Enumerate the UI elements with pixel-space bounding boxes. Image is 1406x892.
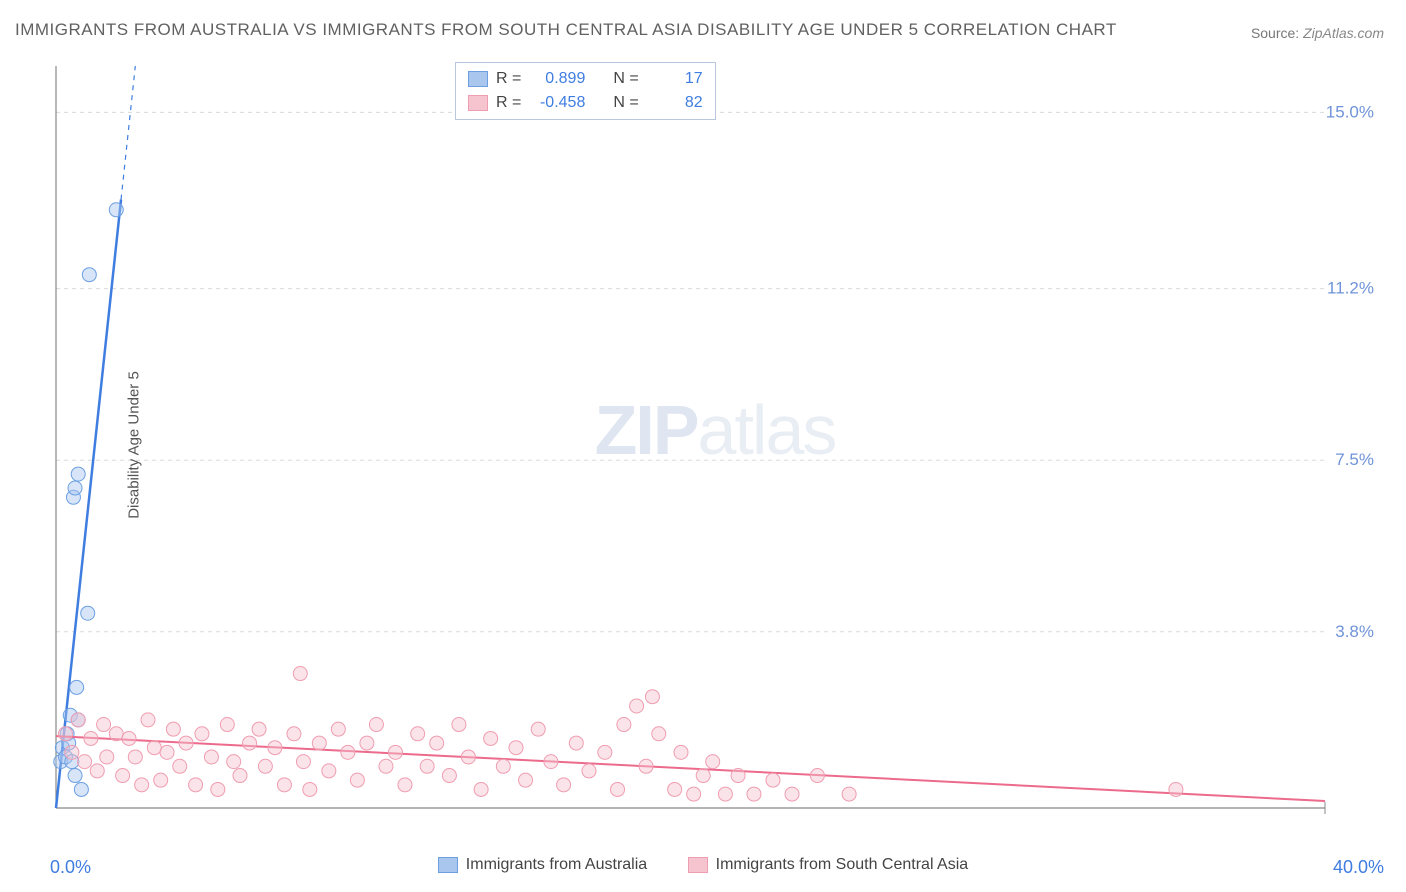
r-label: R = [496,94,521,112]
legend-item-blue: Immigrants from Australia [438,856,647,874]
n-label: N = [613,94,638,112]
legend-series: Immigrants from Australia Immigrants fro… [0,856,1406,878]
legend-stats-box: R = 0.899 N = 17 R = -0.458 N = 82 [455,62,716,120]
source-label: Source: [1251,25,1299,41]
r-value-blue: 0.899 [529,70,585,88]
source-attribution: Source: ZipAtlas.com [1251,25,1384,41]
legend-swatch-pink [688,857,708,873]
svg-text:3.8%: 3.8% [1335,622,1374,641]
n-value-pink: 82 [647,94,703,112]
chart-container: IMMIGRANTS FROM AUSTRALIA VS IMMIGRANTS … [0,0,1406,892]
svg-text:7.5%: 7.5% [1335,450,1374,469]
x-axis-max-label: 40.0% [1333,857,1384,878]
r-label: R = [496,70,521,88]
source-value: ZipAtlas.com [1303,25,1384,41]
n-value-blue: 17 [647,70,703,88]
legend-item-pink: Immigrants from South Central Asia [688,856,969,874]
svg-text:11.2%: 11.2% [1327,279,1374,298]
legend-stats-row-pink: R = -0.458 N = 82 [468,91,703,115]
svg-text:15.0%: 15.0% [1326,102,1374,121]
scatter-plot-svg: 3.8% 7.5% 11.2% 15.0% [50,60,1380,830]
chart-title: IMMIGRANTS FROM AUSTRALIA VS IMMIGRANTS … [15,20,1117,40]
legend-swatch-blue [438,857,458,873]
legend-stats-row-blue: R = 0.899 N = 17 [468,67,703,91]
r-value-pink: -0.458 [529,94,585,112]
n-label: N = [613,70,638,88]
legend-label-blue: Immigrants from Australia [466,856,647,874]
legend-swatch-blue [468,71,488,87]
legend-swatch-pink [468,95,488,111]
legend-label-pink: Immigrants from South Central Asia [716,856,969,874]
y-axis-label: Disability Age Under 5 [125,371,142,519]
plot-area: Disability Age Under 5 ZIPatlas 3.8%7.5%… [50,60,1380,830]
